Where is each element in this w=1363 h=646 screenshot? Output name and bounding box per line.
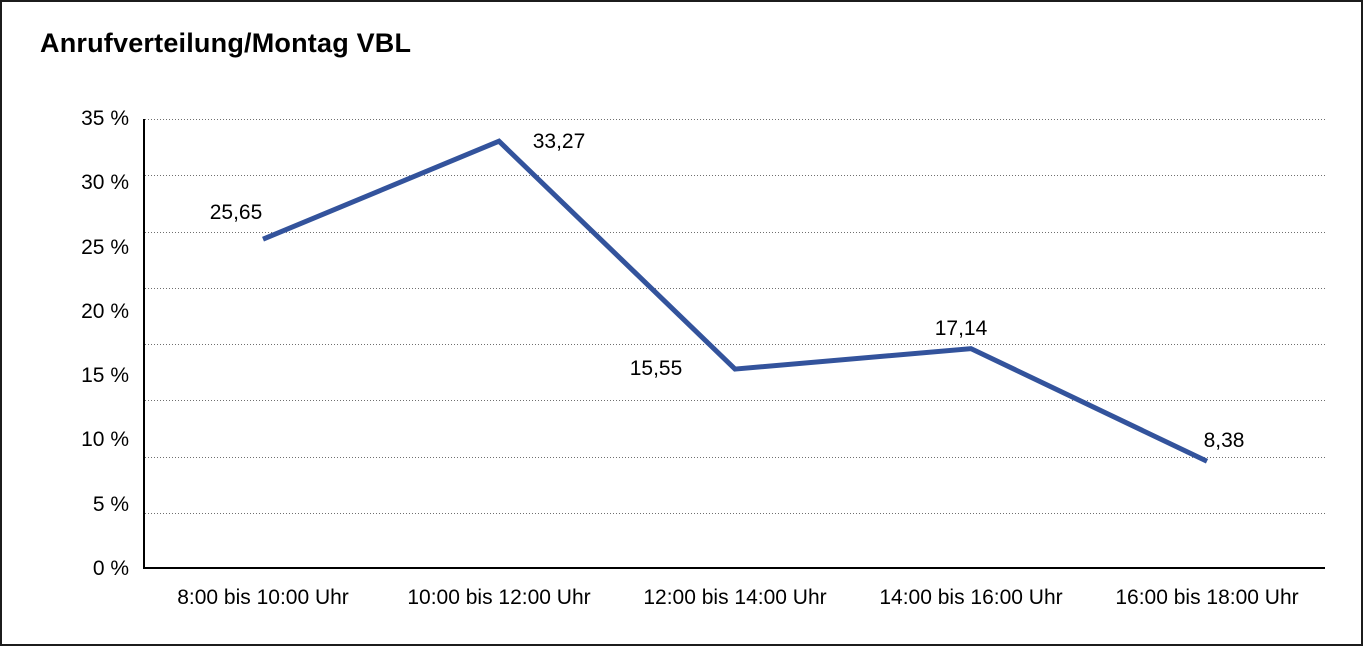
y-axis-tick-label: 5 % <box>92 492 129 516</box>
y-axis-tick-label: 15 % <box>81 364 129 388</box>
data-line <box>262 138 1209 464</box>
gridline <box>145 119 1325 120</box>
gridline <box>145 287 1325 289</box>
gridline <box>145 400 1325 402</box>
y-axis-tick-label: 0 % <box>92 557 129 580</box>
chart-title: Anrufverteilung/Montag VBL <box>40 28 412 58</box>
gridline <box>145 456 1325 458</box>
y-axis-line <box>143 119 145 569</box>
data-point-label: 25,65 <box>209 201 263 225</box>
x-axis-category-label: 16:00 bis 18:00 Uhr <box>1115 586 1299 609</box>
x-axis-category-label: 12:00 bis 14:00 Uhr <box>643 586 827 609</box>
data-point-label: 8,38 <box>1203 429 1245 453</box>
y-axis-tick-label: 25 % <box>81 235 129 259</box>
x-axis-line <box>143 567 1325 569</box>
x-axis-category-label: 14:00 bis 16:00 Uhr <box>879 586 1063 609</box>
data-point-label: 15,55 <box>629 357 683 381</box>
gridline <box>145 175 1325 177</box>
gridline <box>145 344 1325 345</box>
data-point-label: 33,27 <box>532 130 586 154</box>
gridline <box>145 231 1325 233</box>
x-axis-category-label: 10:00 bis 12:00 Uhr <box>407 586 591 609</box>
data-point-label: 17,14 <box>934 316 988 340</box>
x-axis-category-label: 8:00 bis 10:00 Uhr <box>177 586 349 609</box>
y-axis-tick-label: 35 % <box>81 107 129 130</box>
y-axis-tick-label: 20 % <box>81 299 129 323</box>
y-axis-tick-label: 30 % <box>81 171 129 195</box>
gridline <box>145 512 1325 514</box>
y-axis-tick-label: 10 % <box>81 428 129 452</box>
